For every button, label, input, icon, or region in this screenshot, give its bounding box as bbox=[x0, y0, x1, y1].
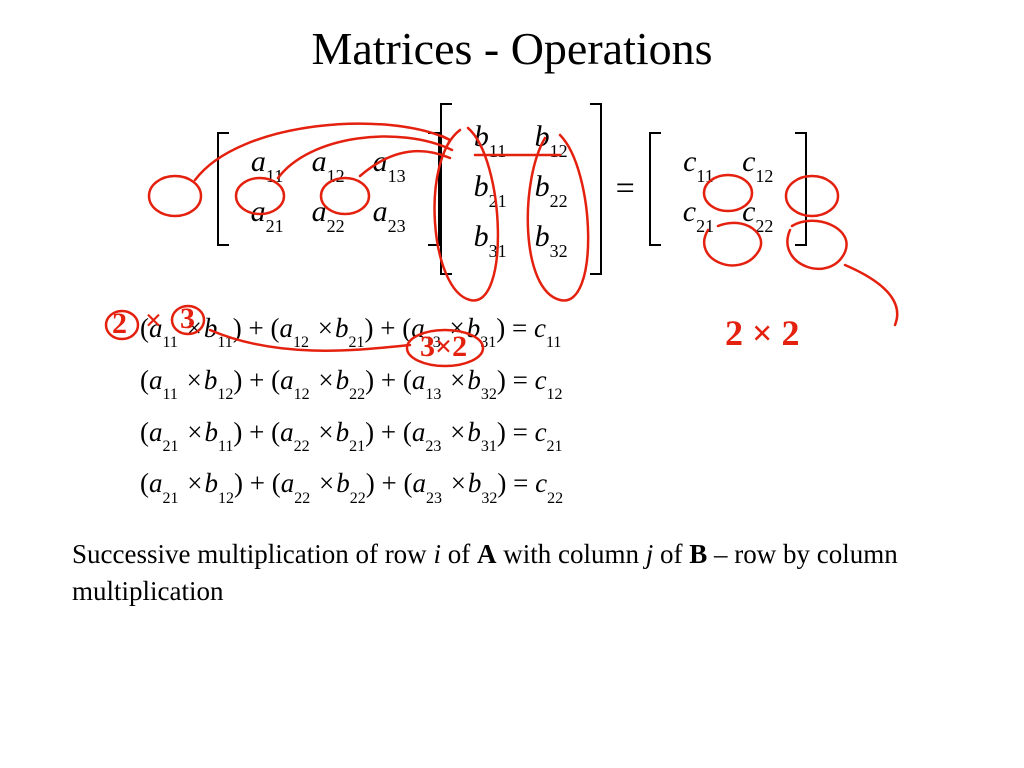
caption: Successive multiplication of row i of A … bbox=[72, 536, 902, 609]
equation-line: (a21 ×b11) + (a22 ×b21) + (a23 ×b31) = c… bbox=[140, 407, 1024, 459]
matrix-cell: b31 bbox=[460, 214, 521, 264]
page-title: Matrices - Operations bbox=[0, 0, 1024, 75]
matrix-cell: a22 bbox=[298, 189, 359, 239]
equation-list: (a11 ×b11) + (a12 ×b21) + (a13 ×b31) = c… bbox=[140, 303, 1024, 510]
matrix-cell: c22 bbox=[728, 189, 787, 239]
matrix-equation: a11a12a13a21a22a23 b11b12b21b22b31b32 = … bbox=[0, 103, 1024, 275]
equation-line: (a11 ×b12) + (a12 ×b22) + (a13 ×b32) = c… bbox=[140, 355, 1024, 407]
right-bracket bbox=[590, 103, 602, 275]
matrix-cell: a21 bbox=[237, 189, 298, 239]
equation-line: (a11 ×b11) + (a12 ×b21) + (a13 ×b31) = c… bbox=[140, 303, 1024, 355]
matrix-a: a11a12a13 a21a22a23 bbox=[217, 131, 440, 247]
matrix-b: b11b12b21b22b31b32 bbox=[440, 103, 602, 275]
matrix-cell: b32 bbox=[521, 214, 582, 264]
matrix-cell: a23 bbox=[359, 189, 420, 239]
matrix-cell: b22 bbox=[521, 164, 582, 214]
matrix-c-grid: c11c12c21c22 bbox=[661, 131, 796, 247]
caption-var-b: B bbox=[689, 539, 707, 569]
matrix-b-grid: b11b12b21b22b31b32 bbox=[452, 106, 590, 272]
caption-var-a: A bbox=[477, 539, 497, 569]
matrix-cell: a13 bbox=[359, 139, 420, 189]
matrix-cell: b21 bbox=[460, 164, 521, 214]
matrix-cell: c12 bbox=[728, 139, 787, 189]
matrix-a-grid: a11a12a13 a21a22a23 bbox=[229, 131, 428, 247]
caption-text: Successive multiplication of row bbox=[72, 539, 433, 569]
right-bracket bbox=[795, 132, 807, 246]
caption-var-i: i bbox=[433, 539, 441, 569]
matrix-cell: c21 bbox=[669, 189, 728, 239]
matrix-cell: c11 bbox=[669, 139, 728, 189]
caption-text: with column bbox=[496, 539, 645, 569]
matrix-cell: b11 bbox=[460, 114, 521, 164]
matrix-cell: b12 bbox=[521, 114, 582, 164]
caption-text: of bbox=[441, 539, 477, 569]
left-bracket bbox=[649, 132, 661, 246]
left-bracket bbox=[217, 132, 229, 246]
annotation-dim-a-2: 2 bbox=[112, 307, 127, 340]
matrix-cell: a12 bbox=[298, 139, 359, 189]
caption-text: of bbox=[653, 539, 689, 569]
left-bracket bbox=[440, 103, 452, 275]
equals-sign: = bbox=[602, 170, 649, 208]
right-bracket bbox=[428, 132, 440, 246]
equation-line: (a21 ×b12) + (a22 ×b22) + (a23 ×b32) = c… bbox=[140, 458, 1024, 510]
matrix-c: c11c12c21c22 bbox=[649, 131, 808, 247]
matrix-cell: a11 bbox=[237, 139, 298, 189]
